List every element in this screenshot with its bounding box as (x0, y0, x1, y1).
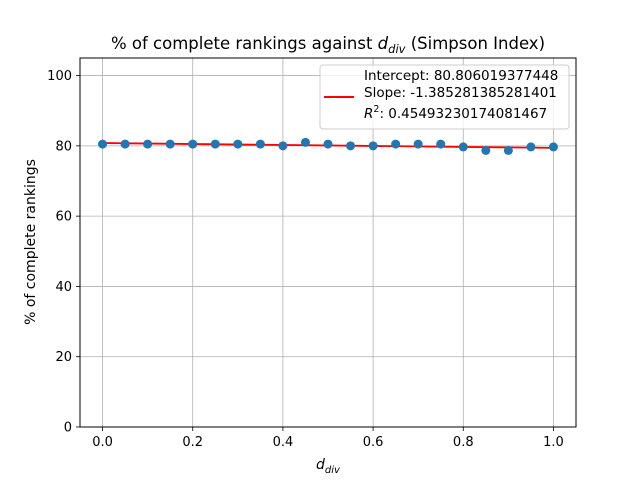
x-ticks: 0.0 0.2 0.4 0.6 0.8 1.0 (92, 427, 564, 450)
data-point (278, 141, 288, 151)
x-tick-label: 0.6 (363, 435, 384, 450)
y-axis-label: % of complete rankings (23, 159, 39, 325)
legend-r2-label: R (364, 106, 373, 122)
x-tick-label: 0.8 (453, 435, 474, 450)
legend-intercept: Intercept: 80.806019377448 (364, 68, 558, 84)
data-point (481, 145, 491, 155)
legend-r2-sup: 2 (373, 104, 379, 115)
data-point (323, 139, 333, 149)
data-point (368, 141, 378, 151)
legend-slope: Slope: -1.385281385281401 (364, 85, 557, 101)
legend: Intercept: 80.806019377448 Slope: -1.385… (319, 64, 570, 130)
data-point (210, 139, 220, 149)
y-tick-label: 60 (55, 210, 72, 225)
y-tick-label: 0 (64, 421, 72, 436)
y-tick-label: 80 (55, 139, 72, 154)
data-point (165, 139, 175, 149)
data-point (255, 139, 265, 149)
y-ticks: 0 20 40 60 80 100 (47, 69, 80, 436)
data-point (548, 142, 558, 152)
x-tick-label: 1.0 (543, 435, 564, 450)
x-axis-label: ddiv (316, 457, 341, 476)
chart-title: % of complete rankings against ddiv (Sim… (111, 34, 545, 56)
data-point (143, 139, 153, 149)
data-point (98, 139, 108, 149)
data-point (526, 142, 536, 152)
legend-box (319, 64, 570, 130)
y-tick-label: 40 (55, 280, 72, 295)
chart-title-pre: % of complete rankings against (111, 34, 378, 53)
data-point (300, 137, 310, 147)
x-tick-label: 0.4 (273, 435, 294, 450)
data-point (120, 139, 130, 149)
legend-r2: R2: 0.45493230174081467 (364, 104, 547, 122)
y-tick-label: 100 (47, 69, 72, 84)
data-point (188, 139, 198, 149)
chart-title-var: d (378, 34, 389, 53)
x-axis-label-var: d (316, 457, 325, 473)
data-point (346, 141, 356, 151)
data-point (233, 139, 243, 149)
plot-frame (79, 57, 577, 428)
x-axis-label-sub: div (325, 465, 341, 476)
x-tick-label: 0.2 (182, 435, 203, 450)
chart-title-post: (Simpson Index) (405, 34, 545, 53)
data-point (458, 142, 468, 152)
x-tick-label: 0.0 (92, 435, 113, 450)
data-point (413, 139, 423, 149)
legend-r2-value: : 0.45493230174081467 (379, 106, 547, 122)
data-point (391, 139, 401, 149)
data-point (436, 139, 446, 149)
scatter-points (98, 137, 558, 155)
data-point (503, 145, 513, 155)
chart-title-sub: div (388, 42, 405, 56)
y-tick-label: 20 (55, 350, 72, 365)
